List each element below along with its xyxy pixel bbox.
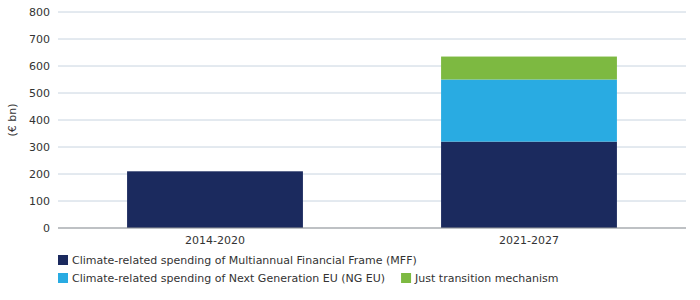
y-axis: 0 100 200 300 400 500 600 700 800	[29, 6, 686, 235]
y-tick-label: 300	[29, 141, 50, 154]
bar-segment	[441, 142, 617, 228]
bars	[127, 57, 617, 228]
y-tick-label: 800	[29, 6, 50, 19]
y-tick-label: 700	[29, 33, 50, 46]
chart: 0 100 200 300 400 500 600 700 800 (€ bn) 2014-2020…	[0, 0, 700, 300]
bar-segment	[127, 171, 303, 172]
legend-swatch	[58, 273, 68, 283]
legend-item: Climate-related spending of Multiannual …	[58, 254, 417, 267]
legend: Climate-related spending of Multiannual …	[58, 254, 558, 285]
bar-segment	[441, 57, 617, 80]
y-tick-label: 0	[43, 222, 50, 235]
grid-line	[58, 12, 686, 13]
x-axis-line	[58, 228, 686, 229]
grid-line	[58, 39, 686, 40]
legend-swatch	[401, 273, 411, 283]
y-tick-label: 200	[29, 168, 50, 181]
grid-line	[58, 228, 686, 229]
y-tick-label: 600	[29, 60, 50, 73]
x-tick-label: 2021-2027	[499, 234, 559, 247]
legend-label: Just transition mechanism	[414, 272, 558, 285]
legend-item: Just transition mechanism	[401, 272, 558, 285]
legend-swatch	[58, 255, 68, 265]
y-tick-label: 400	[29, 114, 50, 127]
bar-segment	[441, 80, 617, 142]
y-axis-label: (€ bn)	[6, 103, 19, 136]
x-tick-label: 2014-2020	[185, 234, 245, 247]
y-tick-label: 500	[29, 87, 50, 100]
bar-segment	[127, 171, 303, 172]
legend-label: Climate-related spending of Next Generat…	[72, 272, 385, 285]
legend-label: Climate-related spending of Multiannual …	[72, 254, 417, 267]
legend-item: Climate-related spending of Next Generat…	[58, 272, 385, 285]
y-tick-label: 100	[29, 195, 50, 208]
bar-segment	[127, 171, 303, 228]
